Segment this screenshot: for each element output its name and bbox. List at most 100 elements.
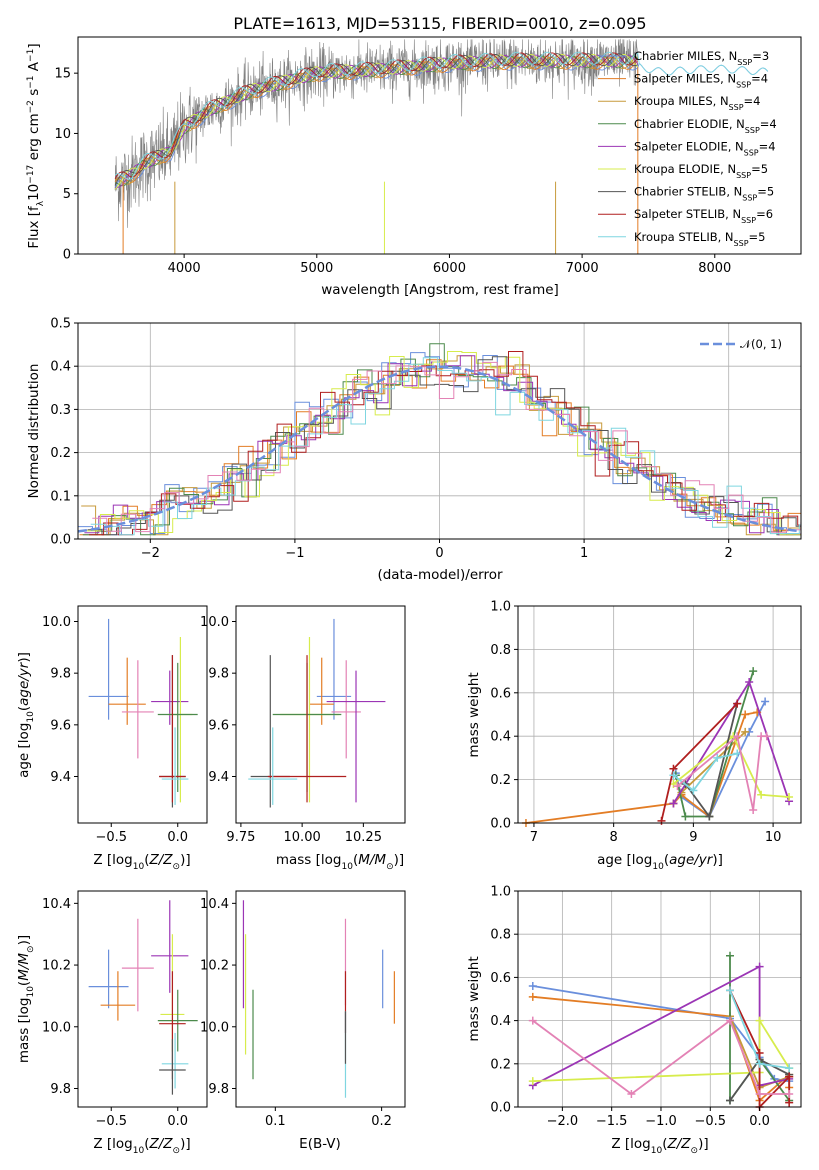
model-spectrum-line — [114, 53, 639, 190]
mass-weight-marker — [657, 816, 666, 825]
mass-weight-line — [525, 711, 758, 824]
model-spectrum-line — [114, 53, 639, 186]
mass-z-xlabel: Z [log10(Z/Z⊙)] — [93, 1136, 190, 1156]
y-tick-label: 9.4 — [208, 770, 229, 785]
mass-weight-marker — [785, 792, 794, 801]
legend-label: 𝒩(0, 1) — [740, 337, 782, 351]
y-tick-label: 10.2 — [42, 959, 71, 974]
mass-weight-marker — [733, 699, 742, 708]
y-tick-label: 9.8 — [50, 667, 71, 682]
mass-weight-line — [672, 734, 790, 798]
age-z-ylabel: age [log10(age/yr)] — [16, 652, 36, 778]
x-tick-label: 0.2 — [371, 1114, 392, 1129]
y-tick-label: 10.0 — [200, 615, 229, 630]
y-tick-label: 0.4 — [50, 360, 71, 375]
legend-label: Salpeter MILES, NSSP=4 — [634, 72, 768, 90]
mass-weight-marker — [761, 697, 770, 706]
mass-weight-marker — [627, 1090, 636, 1099]
x-tick-label: 0 — [435, 546, 443, 561]
axes-frame — [77, 890, 208, 1108]
axes-frame — [77, 605, 208, 824]
mass-weight-marker — [749, 805, 758, 814]
x-tick-label: 0.1 — [265, 1114, 286, 1129]
mass-weight-marker — [528, 982, 537, 991]
y-tick-label: 9.8 — [208, 667, 229, 682]
mass-z-ylabel: mass [log10(M/M⊙)] — [16, 935, 36, 1063]
x-tick-label: 7000 — [566, 261, 599, 276]
x-tick-label: 8000 — [698, 261, 731, 276]
mass-weight-marker — [733, 732, 742, 741]
y-tick-label: 9.6 — [50, 718, 71, 733]
y-tick-label: 9.8 — [50, 1082, 71, 1097]
histogram-step — [89, 351, 801, 536]
mass-weight-marker — [785, 1064, 794, 1073]
x-tick-label: 10 — [765, 830, 782, 845]
histogram-step — [84, 355, 801, 536]
x-tick-label: −0.5 — [95, 830, 127, 845]
mass-weight-marker — [528, 1016, 537, 1025]
x-tick-label: −2.0 — [547, 1114, 579, 1129]
ebv-xlabel: E(B-V) — [299, 1136, 341, 1152]
mass-weight-line — [672, 752, 738, 792]
x-tick-label: 9 — [689, 830, 697, 845]
y-tick-label: 0.0 — [490, 817, 511, 832]
mass-weight-marker — [762, 732, 771, 741]
legend-label: Chabrier ELODIE, NSSP=4 — [634, 117, 777, 135]
x-tick-label: 0.0 — [167, 1114, 188, 1129]
y-tick-label: 0.6 — [490, 971, 511, 986]
y-tick-label: 0.5 — [50, 317, 71, 332]
mass-weight-marker — [749, 667, 758, 676]
model-spectrum-line — [115, 54, 639, 189]
mass-weight-marker — [726, 986, 735, 995]
x-tick-label: 2 — [725, 546, 733, 561]
mass-weight-marker — [689, 786, 698, 795]
legend-label: Chabrier STELIB, NSSP=5 — [634, 185, 774, 203]
x-tick-label: 7 — [530, 830, 538, 845]
y-tick-label: 10.4 — [42, 897, 71, 912]
mass-weight-marker — [528, 1077, 537, 1086]
legend-label: Kroupa ELODIE, NSSP=5 — [634, 162, 768, 180]
x-tick-label: 10.25 — [345, 830, 382, 845]
spectrum-title: PLATE=1613, MJD=53115, FIBERID=0010, z=0… — [233, 14, 646, 33]
y-tick-label: 5 — [63, 187, 71, 202]
x-tick-label: 5000 — [300, 261, 333, 276]
y-tick-label: 9.8 — [208, 1082, 229, 1097]
mass-weight-marker — [669, 771, 678, 780]
x-tick-label: 0.0 — [167, 830, 188, 845]
y-tick-label: 10.4 — [200, 897, 229, 912]
mass-weight-line — [674, 670, 755, 818]
spectrum-ylabel: Flux [fλ10−17 erg cm−2 s−1 A−1] — [26, 43, 46, 248]
mass-weight-marker — [726, 951, 735, 960]
histogram-step — [92, 361, 802, 533]
y-tick-label: 10.0 — [42, 1020, 71, 1035]
y-tick-label: 0.0 — [50, 533, 71, 548]
y-tick-label: 0.1 — [50, 489, 71, 504]
weight-age-xlabel: age [log10(age/yr)] — [597, 852, 723, 872]
age-mass-xlabel: mass [log10(M/M⊙)] — [276, 852, 404, 872]
mass-weight-marker — [741, 710, 750, 719]
histogram-step — [81, 355, 801, 536]
legend-label: Chabrier MILES, NSSP=3 — [634, 49, 769, 67]
y-tick-label: 10 — [54, 127, 71, 142]
y-tick-label: 0.6 — [490, 686, 511, 701]
y-tick-label: 10.0 — [42, 615, 71, 630]
x-tick-label: −1 — [285, 546, 304, 561]
gaussian-curve — [77, 365, 799, 533]
mass-weight-marker — [726, 1096, 735, 1105]
weight-z-ylabel: mass weight — [466, 956, 482, 1041]
axes-frame — [517, 605, 802, 824]
mass-weight-marker — [785, 1090, 794, 1099]
y-tick-label: 1.0 — [490, 885, 511, 900]
x-tick-label: 4000 — [168, 261, 201, 276]
mass-weight-marker — [713, 753, 722, 762]
mass-weight-marker — [726, 1016, 735, 1025]
x-tick-label: −0.5 — [694, 1114, 726, 1129]
y-tick-label: 9.4 — [50, 770, 71, 785]
y-tick-label: 9.6 — [208, 718, 229, 733]
mass-weight-marker — [755, 1090, 764, 1099]
histogram-step — [79, 359, 801, 536]
spectrum-xlabel: wavelength [Angstrom, rest frame] — [321, 282, 559, 298]
legend-label: Kroupa STELIB, NSSP=5 — [634, 230, 765, 248]
y-tick-label: 0 — [63, 248, 71, 263]
mass-weight-marker — [705, 812, 714, 821]
